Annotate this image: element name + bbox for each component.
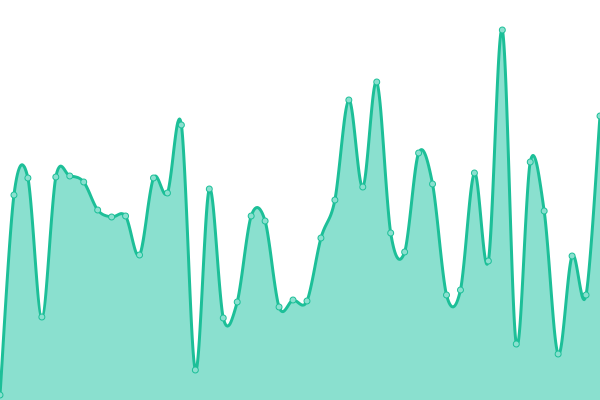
data-point-22 bbox=[303, 297, 311, 305]
data-point-17 bbox=[233, 298, 241, 306]
data-point-31 bbox=[429, 180, 437, 188]
data-point-9 bbox=[122, 212, 130, 220]
data-point-2 bbox=[24, 174, 32, 182]
data-point-19 bbox=[261, 217, 269, 225]
data-markers bbox=[0, 26, 600, 399]
data-point-26 bbox=[359, 183, 367, 191]
data-point-42 bbox=[582, 291, 590, 299]
data-point-18 bbox=[247, 212, 255, 220]
data-point-27 bbox=[373, 78, 381, 86]
data-point-21 bbox=[289, 296, 297, 304]
data-point-36 bbox=[498, 26, 506, 34]
data-point-7 bbox=[94, 206, 102, 214]
data-point-6 bbox=[80, 178, 88, 186]
data-point-3 bbox=[38, 313, 46, 321]
data-point-40 bbox=[554, 350, 562, 358]
data-point-14 bbox=[191, 366, 199, 374]
data-point-10 bbox=[136, 251, 144, 259]
data-point-30 bbox=[415, 149, 423, 157]
data-point-39 bbox=[540, 207, 548, 215]
data-point-20 bbox=[275, 303, 283, 311]
area-fill bbox=[0, 29, 600, 400]
data-point-33 bbox=[456, 286, 464, 294]
data-point-5 bbox=[66, 172, 74, 180]
data-point-4 bbox=[52, 173, 60, 181]
data-point-23 bbox=[317, 234, 325, 242]
data-point-35 bbox=[484, 257, 492, 265]
data-point-15 bbox=[205, 185, 213, 193]
data-point-37 bbox=[512, 340, 520, 348]
data-point-24 bbox=[331, 196, 339, 204]
data-point-38 bbox=[526, 158, 534, 166]
data-point-1 bbox=[10, 191, 18, 199]
data-point-0 bbox=[0, 391, 4, 399]
data-point-28 bbox=[387, 229, 395, 237]
data-point-25 bbox=[345, 96, 353, 104]
data-point-32 bbox=[443, 291, 451, 299]
data-point-34 bbox=[470, 169, 478, 177]
data-point-13 bbox=[177, 121, 185, 129]
data-point-29 bbox=[401, 248, 409, 256]
data-point-43 bbox=[596, 112, 600, 120]
data-point-16 bbox=[219, 314, 227, 322]
data-point-11 bbox=[149, 174, 157, 182]
data-point-41 bbox=[568, 252, 576, 260]
data-point-12 bbox=[163, 189, 171, 197]
data-point-8 bbox=[108, 213, 116, 221]
